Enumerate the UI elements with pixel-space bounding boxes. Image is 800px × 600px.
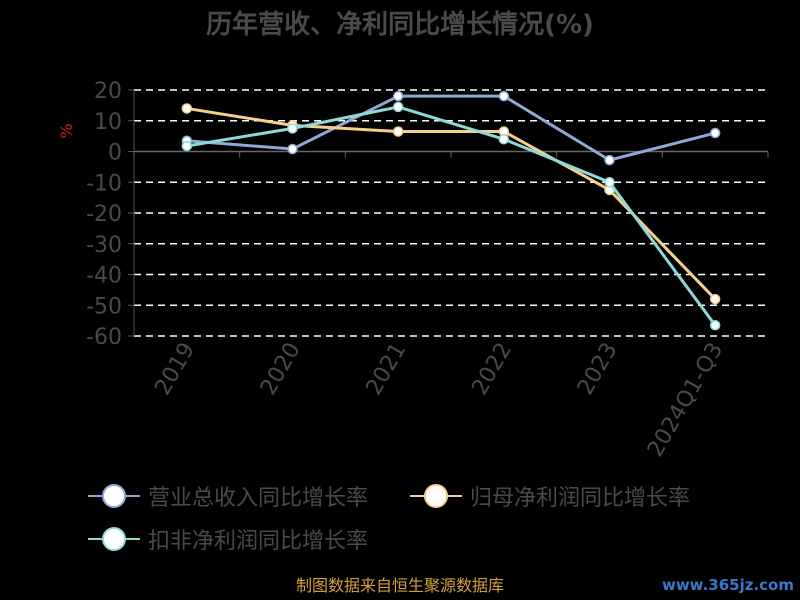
series-line: [186, 106, 717, 301]
y-tick-label: 10: [94, 110, 122, 135]
series-lines: [181, 90, 721, 331]
watermark: www.365jz.com: [661, 576, 794, 594]
y-tick-labels: 20 10 0 -10 -20 -30 -40 -50 -60: [86, 79, 122, 350]
data-point: [392, 126, 404, 137]
grid-lines: [134, 89, 768, 337]
legend-label: 扣非净利润同比增长率: [148, 529, 369, 554]
y-axis-label: %: [57, 123, 76, 138]
y-tick-label: -40: [86, 264, 122, 289]
x-tick-label: 2022: [467, 339, 517, 400]
data-point: [287, 143, 298, 155]
x-tick-label: 2020: [256, 339, 306, 400]
y-tick-label: 20: [94, 79, 122, 104]
y-tick-label: 0: [108, 141, 122, 166]
x-tick-label: 2023: [573, 339, 623, 400]
data-point: [498, 133, 510, 145]
x-tick-label: 2024Q1-Q3: [643, 339, 728, 462]
y-tick-label: -30: [86, 233, 122, 258]
legend-swatch-net-profit: [410, 484, 462, 508]
y-tick-label: -20: [86, 202, 122, 227]
legend-swatch-deducted-profit: [88, 527, 140, 551]
legend-item-net-profit[interactable]: 归母净利润同比增长率: [410, 480, 690, 512]
x-tick-label: 2021: [362, 339, 412, 400]
x-tick-label: 2019: [150, 339, 200, 400]
axes: [128, 89, 769, 337]
data-point: [181, 103, 193, 114]
y-tick-label: -60: [86, 325, 122, 350]
data-point: [709, 319, 721, 331]
data-point: [287, 123, 298, 134]
series-line: [186, 94, 716, 162]
legend-label: 营业总收入同比增长率: [148, 486, 369, 511]
legend-item-revenue[interactable]: 营业总收入同比增长率: [88, 480, 368, 512]
data-point: [604, 154, 615, 166]
data-point: [604, 177, 615, 188]
series-line: [186, 105, 717, 327]
line-chart: 20 10 0 -10 -20 -30 -40 -50 -60 2019 2020 2021 2022…: [57, 79, 769, 462]
data-point: [498, 90, 510, 102]
chart-title: 历年营收、净利同比增长情况(%): [206, 10, 594, 40]
data-point: [709, 127, 721, 139]
data-point: [392, 101, 404, 113]
y-tick-label: -10: [86, 171, 122, 196]
data-point: [392, 90, 404, 102]
legend-swatch-revenue: [88, 484, 140, 508]
source-footer: 制图数据来自恒生聚源数据库: [295, 576, 504, 595]
legend-label: 归母净利润同比增长率: [470, 486, 691, 511]
x-tick-labels: 2019 2020 2021 2022 2023 2024Q1-Q3: [150, 339, 728, 462]
data-point: [709, 293, 721, 305]
y-tick-label: -50: [86, 294, 122, 319]
legend-item-deducted-profit[interactable]: 扣非净利润同比增长率: [88, 523, 368, 555]
data-point: [181, 140, 193, 152]
